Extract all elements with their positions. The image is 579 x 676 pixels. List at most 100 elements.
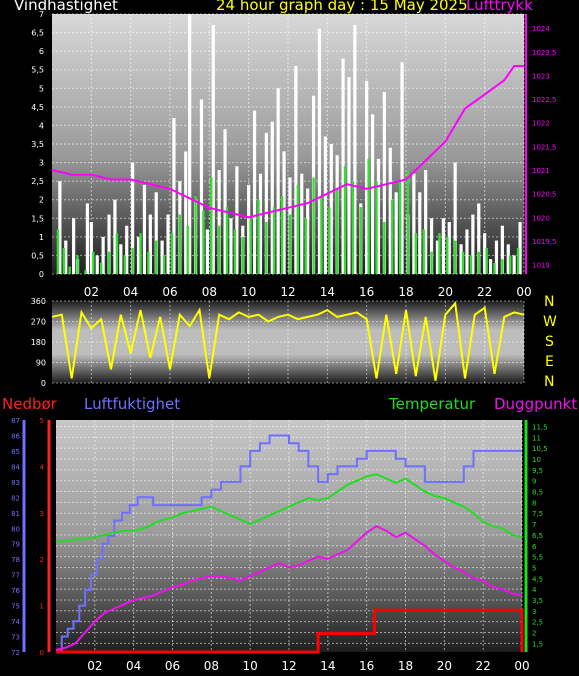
wind-bar [328, 207, 331, 274]
wind-bar [320, 196, 323, 274]
wind-bar [406, 170, 410, 274]
gust-bar [166, 214, 170, 274]
temp-x-tick-9: 20 [437, 659, 452, 672]
wind-bar [178, 214, 182, 274]
gust-bar [101, 236, 105, 274]
wind-bar [257, 199, 260, 274]
wind-y-tick-6: 3 [39, 159, 44, 168]
gust-bar [199, 99, 204, 274]
wind-bar [516, 248, 520, 274]
gust-bar [148, 214, 152, 274]
wind-bar [155, 240, 158, 274]
temp-x-tick-7: 16 [359, 659, 374, 672]
humidity-line [56, 434, 522, 652]
pressure-y-tick-2: 1020 [532, 214, 550, 222]
gust-bar [276, 88, 280, 275]
gust-bar [394, 192, 398, 274]
temp-y-tick-20: 11,5 [532, 424, 548, 432]
temp-y-tick-14: 8,5 [532, 489, 543, 497]
rain-line [56, 608, 524, 654]
gust-bar [483, 233, 487, 274]
wind-bar [131, 248, 134, 274]
pressure-y-tick-10: 1024 [532, 25, 550, 33]
temp-x-tick-0: 02 [87, 659, 102, 672]
wind-y-tick-4: 2 [39, 196, 44, 205]
humidity-label: Luftfuktighet [84, 395, 181, 413]
temp-y-tick-5: 4 [532, 586, 537, 594]
wind-bar [84, 270, 87, 274]
wind-y-tick-13: 6,5 [31, 29, 44, 38]
wind-bar [343, 166, 347, 274]
gust-bar [412, 173, 416, 274]
wind-speed-label: Vindhastighet [14, 0, 118, 14]
wind-bar [493, 262, 496, 274]
gust-bar [247, 184, 251, 274]
wind-bar [202, 210, 205, 274]
temp-y-tick-16: 9,5 [532, 467, 543, 475]
temp-y-tick-6: 4,5 [532, 575, 543, 583]
temperature-line [56, 473, 523, 543]
wind-x-tick-3: 08 [202, 285, 217, 299]
wind-bar [210, 177, 213, 274]
temp-y-tick-19: 11 [532, 434, 541, 442]
wind-bar [414, 233, 418, 274]
wind-x-tick-0: 02 [84, 285, 99, 299]
wind-bar [147, 251, 150, 274]
gust-bar [323, 136, 327, 274]
temp-y-tick-1: 2 [532, 629, 536, 637]
gust-bar [95, 255, 99, 274]
pressure-y-tick-4: 1021 [532, 167, 550, 175]
wind-bar [453, 240, 457, 274]
wind-y-tick-11: 5,5 [31, 66, 44, 75]
gust-bar [235, 166, 239, 274]
gust-bar [500, 225, 504, 274]
wind-bar [170, 233, 174, 274]
direction-line [51, 300, 525, 381]
pressure-y-tick-8: 1023 [532, 72, 550, 80]
wind-bar [249, 218, 252, 274]
dewpoint-line [55, 525, 523, 651]
temp-y-tick-10: 6,5 [532, 532, 543, 540]
humidity-y-tick-8: 80 [11, 525, 20, 533]
gust-bar [306, 188, 310, 274]
humidity-y-tick-10: 82 [11, 494, 20, 502]
direction-y-tick-0: 0 [41, 379, 46, 388]
direction-y-tick-1: 90 [36, 359, 46, 368]
wind-y-tick-12: 6 [39, 47, 44, 56]
wind-bar [398, 181, 402, 274]
gust-bar [282, 151, 286, 274]
humidity-y-tick-9: 81 [11, 510, 20, 518]
wind-bar [509, 255, 512, 274]
wind-bar [391, 199, 394, 274]
humidity-y-tick-15: 87 [11, 417, 20, 425]
temp-x-tick-3: 08 [204, 659, 219, 672]
direction-y-tick-3: 270 [31, 318, 46, 327]
humidity-y-tick-5: 77 [11, 572, 20, 580]
pressure-y-tick-0: 1019 [532, 262, 550, 270]
wind-x-tick-6: 14 [320, 285, 335, 299]
wind-bar [383, 222, 386, 274]
gust-bar [113, 199, 117, 274]
gust-bar [376, 158, 381, 274]
pressure-y-tick-1: 1019,5 [532, 238, 557, 246]
wind-bar [461, 251, 465, 274]
rain-y-tick-4: 4 [40, 463, 45, 471]
gust-bar [258, 173, 263, 274]
compass-n-top: N [544, 294, 555, 310]
temp-x-tick-11: 00 [514, 659, 529, 672]
wind-bar [194, 196, 197, 274]
gust-bar [465, 229, 469, 274]
pressure-y-tick-6: 1022 [532, 120, 550, 128]
wind-x-tick-2: 06 [162, 285, 177, 299]
temp-y-tick-13: 8 [532, 499, 536, 507]
wind-y-tick-8: 4 [39, 121, 44, 130]
gust-bar [252, 110, 257, 274]
temp-x-tick-6: 14 [320, 659, 335, 672]
wind-y-tick-5: 2,5 [31, 177, 44, 186]
gust-bar [388, 147, 392, 274]
temp-x-tick-2: 06 [165, 659, 180, 672]
gust-bar [453, 162, 457, 274]
temp-y-tick-7: 5 [532, 564, 536, 572]
wind-y-tick-10: 5 [39, 84, 44, 93]
